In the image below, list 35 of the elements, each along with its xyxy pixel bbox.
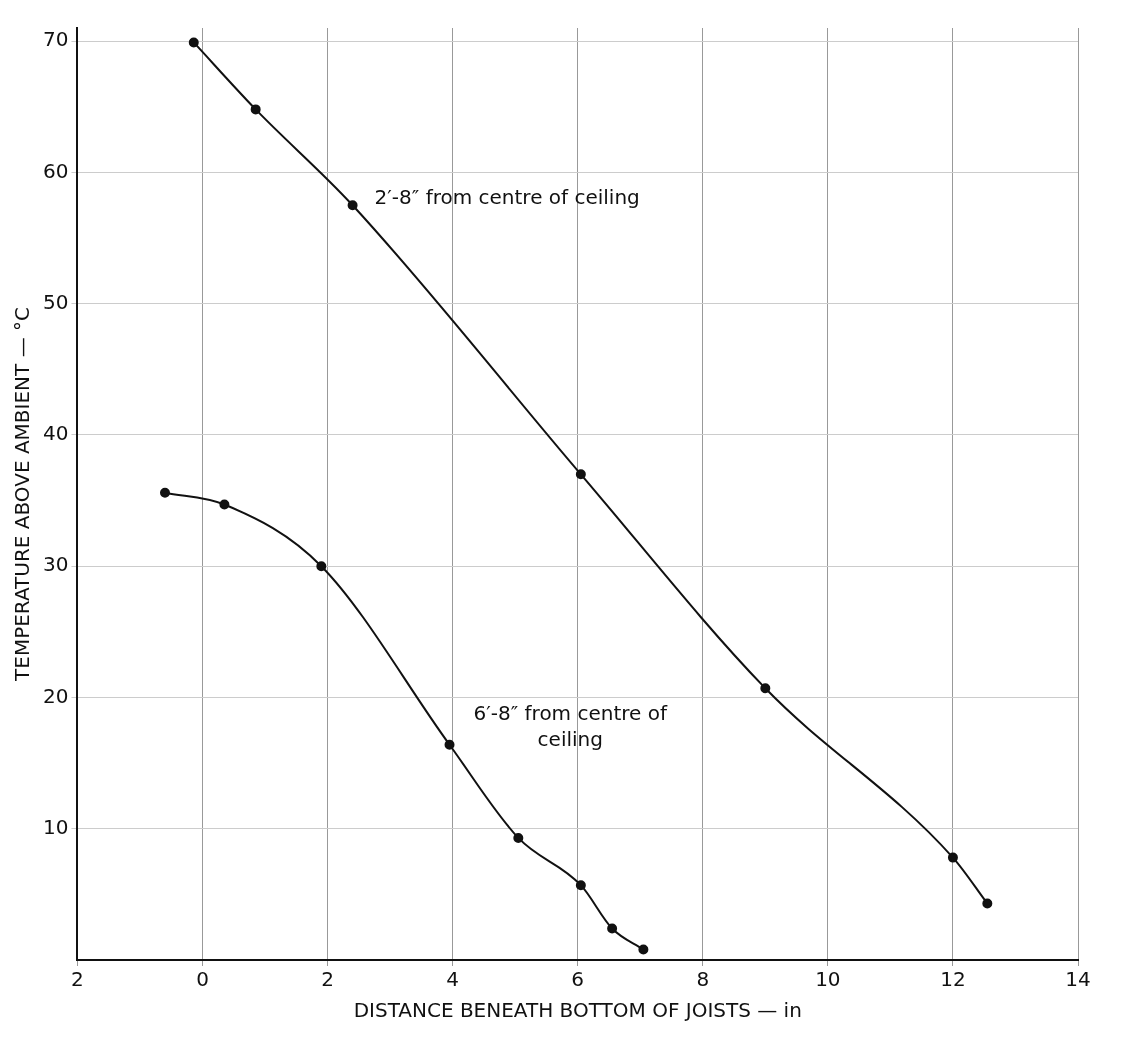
point [347, 200, 358, 211]
y-tick-label: 10 [43, 814, 69, 839]
point [982, 898, 993, 909]
x-tick-label: 2 [321, 967, 334, 992]
point [607, 923, 618, 934]
y-axis-title: TEMPERATURE ABOVE AMBIENT — °C [10, 307, 35, 682]
point [513, 832, 524, 843]
point [316, 561, 327, 572]
point [219, 499, 230, 510]
point [444, 739, 455, 750]
series-label: 6′-8″ from centre of ceiling [473, 700, 668, 751]
x-axis-title: DISTANCE BENEATH BOTTOM OF JOISTS — in [353, 998, 802, 1023]
y-tick-label: 50 [43, 289, 69, 314]
x-tick-label: 2 [71, 967, 84, 992]
series-label: 2′-8″ from centre of ceiling [374, 185, 640, 210]
point [188, 37, 199, 48]
point [575, 469, 586, 480]
x-tick-label: 0 [196, 967, 209, 992]
y-tick-label: 30 [43, 552, 69, 577]
point [575, 880, 586, 891]
x-tick-label: 12 [940, 967, 966, 992]
x-tick-label: 4 [446, 967, 460, 992]
x-tick-label: 6 [571, 967, 585, 992]
x-tick-label: 14 [1065, 967, 1091, 992]
point [160, 487, 170, 498]
y-tick-label: 40 [43, 421, 69, 446]
point [947, 852, 958, 863]
point [638, 944, 649, 955]
point [760, 683, 771, 694]
x-tick-label: 8 [696, 967, 710, 992]
y-tick-label: 60 [43, 158, 69, 183]
point [250, 104, 261, 115]
y-tick-label: 70 [43, 27, 69, 52]
x-tick-label: 10 [815, 967, 841, 992]
y-tick-label: 20 [43, 683, 69, 708]
